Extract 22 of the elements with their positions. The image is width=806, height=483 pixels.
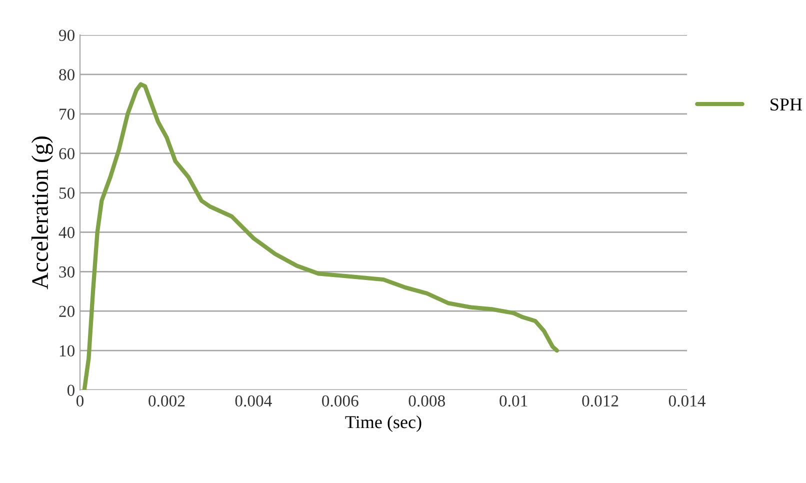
x-tick-label: 0.01 [500,395,528,407]
y-tick-label: 90 [59,30,75,41]
y-tick-label: 70 [60,108,75,120]
y-tick-label: 20 [59,306,75,318]
y-tick-label: 30 [59,266,75,278]
legend-label: SPH [770,98,802,111]
y-axis-title: Acceleration (g) [31,136,53,290]
x-tick-label: 0.008 [408,395,445,407]
y-tick-label: 60 [59,148,75,160]
y-tick-label: 0 [67,384,75,396]
y-tick-label: 10 [60,345,75,356]
x-tick-label: 0.014 [668,395,706,407]
y-tick-label: 80 [59,69,75,80]
x-tick-label: 0 [76,395,84,407]
y-tick-label: 50 [59,187,75,199]
x-tick-label: 0.002 [148,395,185,407]
line-series [82,82,560,390]
x-tick-label: 0.006 [322,395,358,407]
x-tick-label: 0.004 [235,395,272,407]
x-axis-title: Time (sec) [345,416,422,432]
y-tick-label: 40 [58,226,75,238]
x-tick-label: 0.012 [582,395,618,407]
